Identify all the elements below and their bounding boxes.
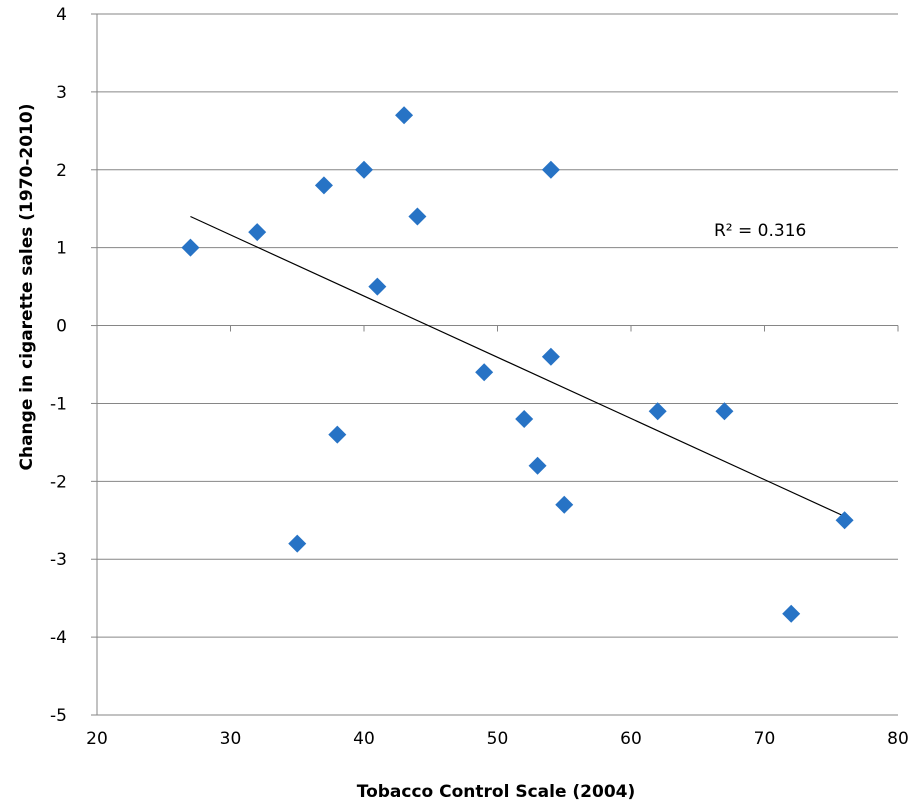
data-point	[555, 495, 574, 514]
y-tick-label: 3	[56, 83, 67, 103]
data-point	[541, 160, 560, 179]
data-point	[328, 425, 347, 444]
data-point	[181, 238, 200, 257]
y-tick-label: -4	[50, 628, 67, 648]
y-tick-label: 2	[56, 161, 67, 181]
data-point	[475, 363, 494, 382]
y-tick-label: -5	[50, 706, 67, 726]
data-point	[408, 207, 427, 226]
x-tick-label: 30	[220, 729, 242, 749]
data-point	[368, 277, 387, 296]
x-tick-label: 70	[754, 729, 776, 749]
data-points	[181, 106, 854, 623]
y-tick-label: -3	[50, 550, 67, 570]
data-point	[515, 410, 534, 429]
y-tick-labels: 4 3 2 1 0 -1 -2 -3 -4 -5	[50, 5, 67, 726]
gridlines	[97, 13, 898, 716]
data-point	[528, 456, 547, 475]
data-point	[248, 223, 267, 242]
y-tick-label: 1	[56, 239, 67, 259]
x-tick-label: 80	[887, 729, 909, 749]
data-point	[314, 176, 333, 195]
x-axis-title: Tobacco Control Scale (2004)	[357, 782, 636, 802]
data-point	[715, 402, 734, 421]
y-axis-title: Change in cigarette sales (1970-2010)	[17, 104, 37, 471]
axes	[91, 13, 899, 716]
y-tick-label: 4	[56, 5, 67, 25]
data-point	[288, 534, 307, 553]
data-point	[782, 604, 801, 623]
y-tick-label: 0	[56, 317, 67, 337]
y-tick-label: -1	[50, 394, 67, 414]
x-tick-label: 20	[86, 729, 108, 749]
data-point	[648, 402, 667, 421]
trend-line	[190, 215, 845, 517]
data-point	[835, 511, 854, 530]
data-point	[355, 160, 373, 179]
x-tick-labels: 20 30 40 50 60 70 80	[86, 729, 909, 749]
x-tick-label: 40	[353, 729, 375, 749]
data-point	[541, 347, 560, 366]
x-tick-label: 50	[487, 729, 509, 749]
x-tick-label: 60	[620, 729, 642, 749]
data-point	[395, 106, 414, 125]
r-squared-annotation: R² = 0.316	[714, 221, 806, 241]
y-tick-label: -2	[50, 472, 67, 492]
